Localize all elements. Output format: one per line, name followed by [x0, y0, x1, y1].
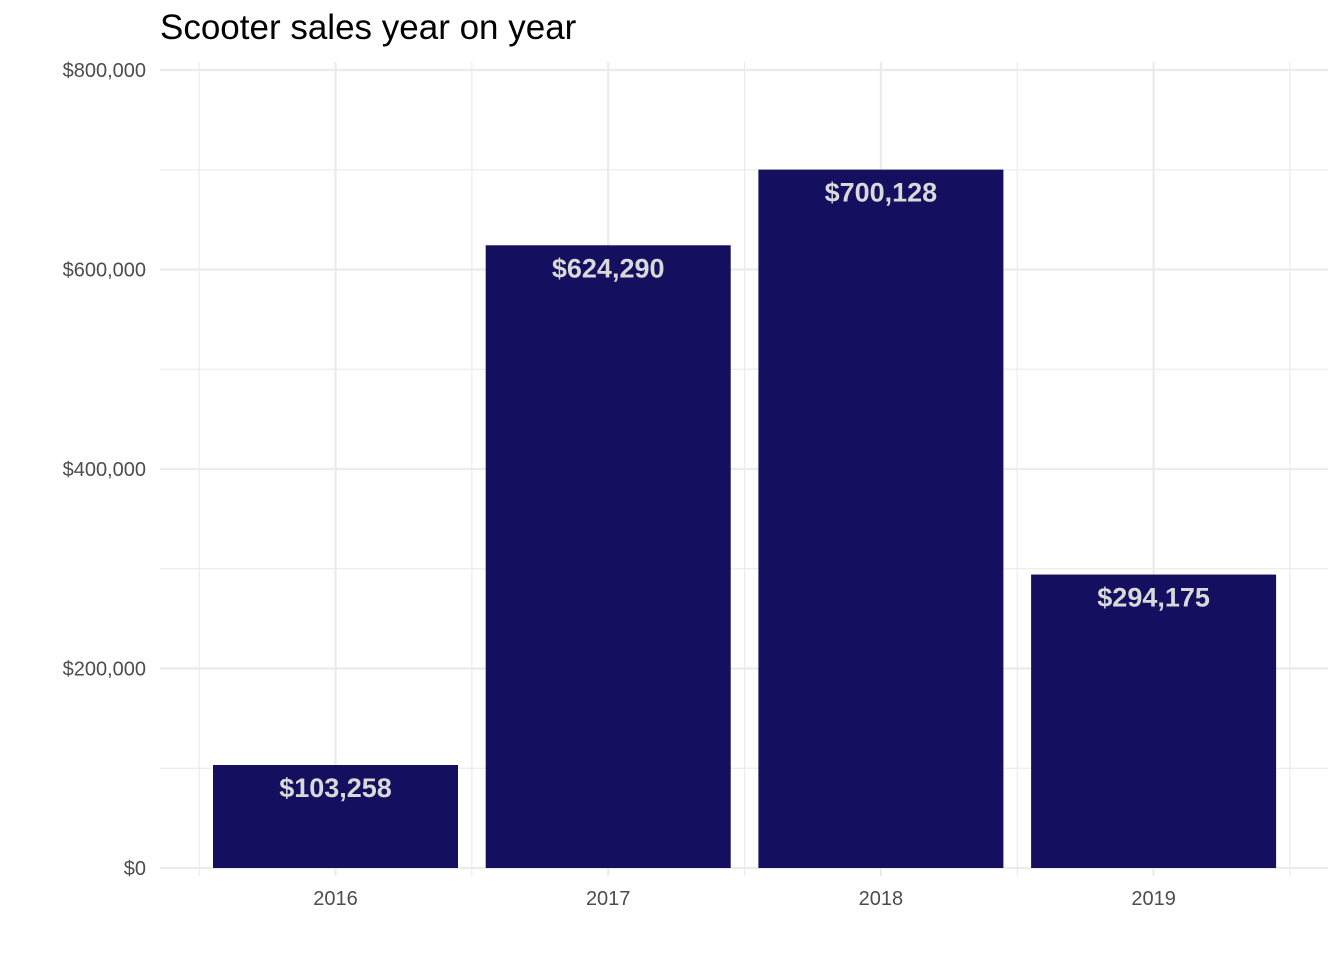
x-tick-label: 2016	[313, 888, 358, 910]
bar-2016	[213, 765, 458, 868]
bar-value-label: $103,258	[279, 773, 392, 803]
bar-value-label: $624,290	[552, 253, 665, 283]
x-axis: 2016 2017 2018 2019	[313, 888, 1176, 910]
y-tick-label: $600,000	[63, 260, 146, 282]
y-tick-label: $0	[124, 858, 146, 880]
y-tick-label: $400,000	[63, 459, 146, 481]
bar-2019	[1031, 574, 1277, 868]
bar-labels: $103,258 $624,290 $700,128 $294,175	[279, 178, 1210, 803]
y-axis: $0 $200,000 $400,000 $600,000 $800,000	[63, 60, 146, 880]
bar-value-label: $294,175	[1097, 583, 1210, 613]
bar-value-label: $700,128	[825, 178, 938, 208]
y-tick-label: $200,000	[63, 659, 146, 681]
bar-2018	[758, 169, 1004, 868]
y-tick-label: $800,000	[63, 60, 146, 82]
bars	[213, 169, 1277, 868]
x-tick-label: 2018	[859, 888, 904, 910]
chart-title: Scooter sales year on year	[160, 8, 577, 47]
bar-2017	[485, 245, 731, 868]
x-tick-label: 2017	[586, 888, 631, 910]
x-tick-label: 2019	[1131, 888, 1176, 910]
